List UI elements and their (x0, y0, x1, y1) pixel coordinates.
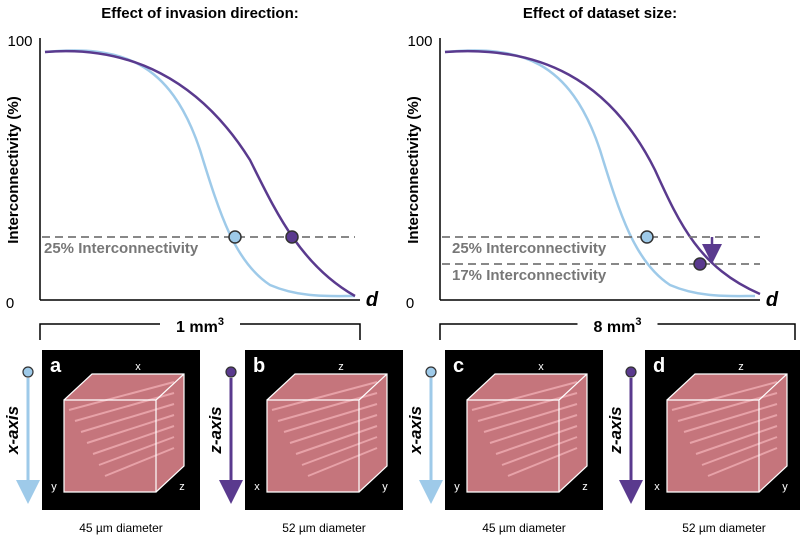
axis-name: x-axis (406, 406, 425, 455)
fiber (483, 403, 578, 433)
fiber (98, 436, 175, 466)
corner-label: y (454, 481, 460, 493)
corner-label: y (782, 481, 788, 493)
volume-label: 8 mm3 (594, 316, 642, 336)
fiber (80, 403, 175, 433)
fiber (477, 392, 578, 422)
y-bottom: 0 (406, 295, 414, 312)
fiber (671, 381, 778, 411)
bracket-bg (160, 312, 240, 336)
fiber (289, 414, 378, 444)
axis-name: z-axis (606, 406, 625, 454)
volume: 8 mm (594, 319, 636, 336)
volume-exp: 3 (635, 316, 641, 328)
axis-name: x-axis (3, 406, 22, 455)
y-label: Interconnectivity (%) (405, 96, 422, 244)
curve-dark (44, 49, 356, 298)
panel-letter: d (653, 355, 665, 377)
fiber (683, 403, 778, 433)
fiber (307, 447, 378, 477)
fiber (677, 392, 778, 422)
fiber (277, 392, 378, 422)
fiber (471, 381, 578, 411)
axis-dot (425, 366, 437, 378)
corner-label: x (538, 361, 544, 373)
cube-fill (667, 374, 787, 492)
marker-light (640, 230, 654, 244)
panel-letter: b (253, 355, 265, 377)
y-top: 100 (407, 33, 432, 50)
corner-label: y (51, 481, 57, 493)
annotation: 25% Interconnectivity (452, 240, 607, 257)
x-label: d (766, 289, 779, 311)
cube-fill (64, 374, 184, 492)
corner-label: z (582, 481, 588, 493)
fiber (301, 436, 378, 466)
corner-label: z (179, 481, 185, 493)
fiber (507, 447, 578, 477)
fiber (74, 392, 175, 422)
panel-letter: c (453, 355, 464, 377)
marker-dark (285, 230, 299, 244)
corner-label: z (738, 361, 744, 373)
cube-edges (466, 373, 588, 493)
annotation: 25% Interconnectivity (44, 240, 199, 257)
panel-letter: a (50, 355, 62, 377)
corner-label: x (135, 361, 141, 373)
fiber (707, 447, 778, 477)
caption: 52 µm diameter (282, 521, 366, 535)
annotation: 17% Interconnectivity (452, 267, 607, 284)
fiber (489, 414, 578, 444)
panel-title: Effect of invasion direction: (101, 5, 299, 22)
fiber (271, 381, 378, 411)
fiber (68, 381, 175, 411)
corner-label: x (654, 481, 660, 493)
x-label: d (366, 289, 379, 311)
fiber (86, 414, 175, 444)
fiber (701, 436, 778, 466)
corner-label: z (338, 361, 344, 373)
fiber (295, 425, 378, 455)
cube-fill (467, 374, 587, 492)
corner-label: x (254, 481, 260, 493)
y-top: 100 (7, 33, 32, 50)
fiber (283, 403, 378, 433)
axis-dot (225, 366, 237, 378)
axis-name: z-axis (206, 406, 225, 454)
axis-dot (625, 366, 637, 378)
curve-dark (444, 49, 761, 296)
cube-edges (666, 373, 788, 493)
fiber (92, 425, 175, 455)
volume: 1 mm (176, 319, 218, 336)
caption: 45 µm diameter (79, 521, 163, 535)
marker-light (228, 230, 242, 244)
corner-label: y (382, 481, 388, 493)
volume-label: 1 mm3 (176, 316, 224, 336)
fiber (501, 436, 578, 466)
fiber (495, 425, 578, 455)
caption: 45 µm diameter (482, 521, 566, 535)
y-bottom: 0 (6, 295, 14, 312)
panel-title: Effect of dataset size: (523, 5, 677, 22)
cube-fill (267, 374, 387, 492)
cube-edges (63, 373, 185, 493)
fiber (104, 447, 175, 477)
y-label: Interconnectivity (%) (5, 96, 22, 244)
marker-dark (693, 257, 707, 271)
bracket-bg (577, 312, 658, 336)
cube-edges (266, 373, 388, 493)
caption: 52 µm diameter (682, 521, 766, 535)
volume-exp: 3 (218, 316, 224, 328)
axis-dot (22, 366, 34, 378)
fiber (695, 425, 778, 455)
fiber (689, 414, 778, 444)
